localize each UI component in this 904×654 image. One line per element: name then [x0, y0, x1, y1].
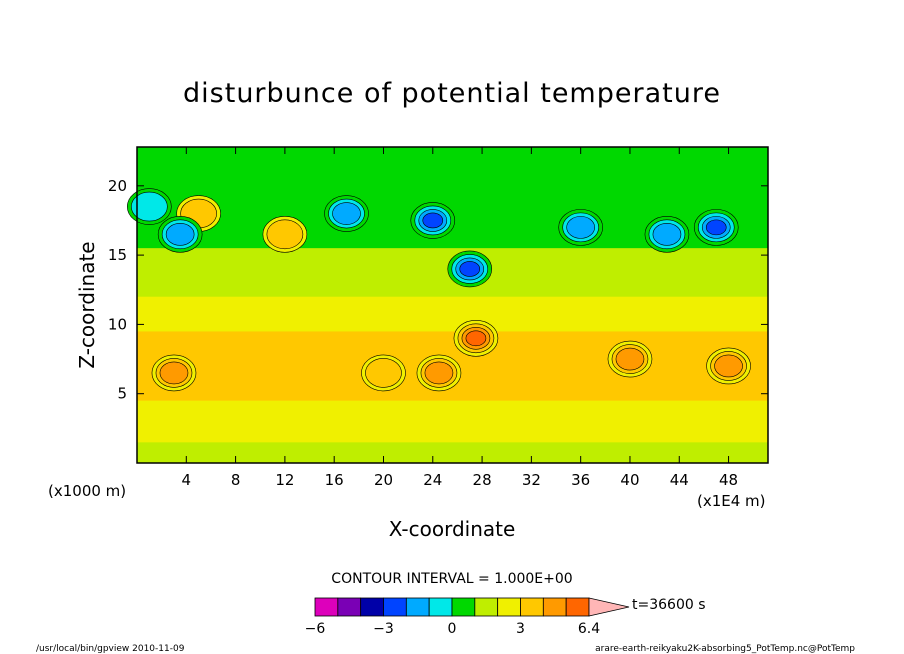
x-tick-label: 24 — [423, 471, 442, 489]
colorbar-cell — [405, 597, 430, 617]
x-tick-label: 8 — [231, 471, 241, 489]
colorbar-ticks: −6 −3 0 3 6.4 — [305, 621, 601, 637]
x-tick-label: 36 — [571, 471, 590, 489]
y-tick-label: 15 — [108, 246, 127, 264]
x-axis-label: X-coordinate — [389, 517, 516, 541]
x-tick-label: 4 — [182, 471, 192, 489]
field-contour — [465, 330, 487, 347]
field-contour — [422, 212, 444, 229]
field-contour — [714, 354, 743, 378]
x-tick-label: 40 — [620, 471, 639, 489]
field-contour — [332, 202, 361, 225]
plot-frame — [136, 146, 769, 464]
x-unit-right: (x1E4 m) — [697, 492, 766, 510]
field-contour — [165, 223, 195, 246]
time-label: t=36600 s — [632, 597, 706, 613]
colorbar-cell — [337, 597, 362, 617]
colorbar-cell — [474, 597, 499, 617]
field-contour — [566, 216, 595, 239]
y-tick-label: 20 — [108, 177, 127, 195]
field-band — [137, 400, 768, 443]
colorbar-cell — [542, 597, 567, 617]
contour-interval-label: CONTOUR INTERVAL = 1.000E+00 — [331, 571, 572, 587]
x-tick-label: 48 — [719, 471, 738, 489]
colorbar-cell — [314, 597, 339, 617]
field-contour — [131, 191, 168, 222]
y-axis: 5 10 15 20 — [108, 177, 768, 403]
colorbar-tick-label: −6 — [305, 621, 326, 637]
colorbar-cell — [565, 597, 590, 617]
x-axis: 4 8 12 16 20 24 28 32 36 40 44 48 — [182, 147, 738, 489]
colorbar-cell — [451, 597, 476, 617]
field-contour — [705, 219, 727, 236]
plot-area — [127, 146, 769, 464]
field-contour — [615, 347, 645, 371]
colorbar-tick-label: −3 — [373, 621, 394, 637]
field-blobs — [127, 147, 768, 463]
colorbar — [314, 597, 630, 617]
colorbar-cell — [428, 597, 453, 617]
field-band — [137, 442, 768, 463]
footer-left: /usr/local/bin/gpview 2010-11-09 — [36, 644, 185, 654]
colorbar-extend-arrow — [588, 597, 630, 617]
field-contour — [159, 361, 189, 385]
y-axis-label: Z-coordinate — [75, 241, 99, 368]
field-contour — [424, 361, 454, 385]
colorbar-cell — [520, 597, 544, 617]
field-contour — [266, 219, 304, 250]
x-tick-label: 20 — [374, 471, 393, 489]
field-contour — [652, 223, 682, 246]
x-tick-label: 32 — [522, 471, 541, 489]
x-tick-label: 12 — [275, 471, 294, 489]
colorbar-cell — [497, 597, 521, 617]
field-band — [137, 296, 768, 332]
colorbar-tick-label: 0 — [448, 621, 457, 637]
x-tick-label: 44 — [670, 471, 689, 489]
y-tick-label: 5 — [117, 385, 127, 403]
x-tick-label: 28 — [473, 471, 492, 489]
field-contour — [459, 261, 481, 277]
chart-title: disturbunce of potential temperature — [183, 78, 721, 109]
x-unit-left: (x1000 m) — [48, 482, 126, 500]
colorbar-cell — [383, 597, 407, 617]
colorbar-cell — [360, 597, 384, 617]
field-contour — [365, 358, 402, 388]
x-tick-label: 16 — [325, 471, 344, 489]
y-tick-label: 10 — [108, 315, 127, 333]
footer-right: arare-earth-reikyaku2K-absorbing5_PotTem… — [595, 644, 855, 654]
colorbar-tick-label: 3 — [516, 621, 525, 637]
colorbar-tick-label: 6.4 — [578, 621, 600, 637]
